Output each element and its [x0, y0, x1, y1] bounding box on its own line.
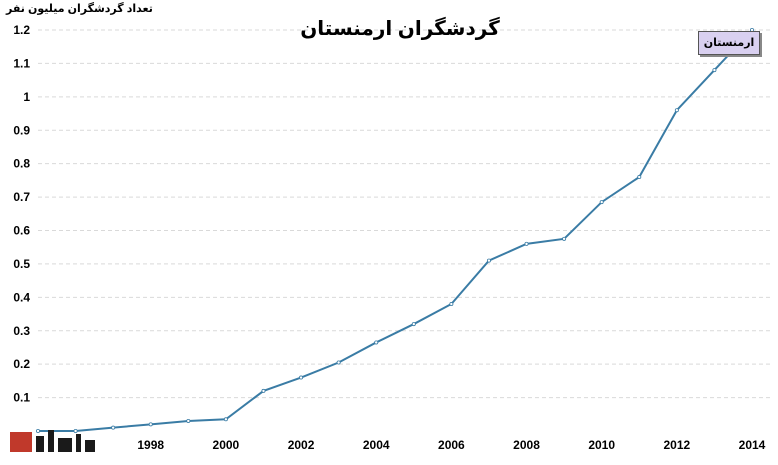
data-point [336, 360, 341, 365]
y-tick-label: 0.4 [13, 290, 30, 304]
gridlines [38, 29, 770, 399]
data-point [599, 200, 604, 205]
x-tick-label: 2000 [213, 438, 240, 452]
series-line [38, 29, 753, 432]
data-point [186, 418, 191, 423]
y-tick-label: 0.9 [13, 123, 30, 137]
data-point [148, 422, 153, 427]
y-axis-label: تعداد گردشگران میلیون نفر [6, 3, 153, 15]
data-point [299, 375, 304, 380]
x-tick-labels: 1998 2000 2002 2004 2006 2008 2010 2012 2014 [137, 438, 765, 452]
data-point [562, 236, 567, 241]
data-point [36, 428, 41, 433]
data-point [674, 108, 679, 113]
y-tick-label: 0.3 [13, 324, 30, 338]
x-tick-label: 2004 [363, 438, 390, 452]
news-logo-icon [10, 430, 95, 452]
x-tick-label: 2014 [739, 438, 766, 452]
data-point [449, 302, 454, 307]
y-tick-label: 1.1 [13, 56, 30, 70]
data-point [524, 241, 529, 246]
y-tick-label: 0.7 [13, 190, 30, 204]
data-point [486, 258, 491, 263]
y-tick-label: 1.2 [13, 23, 30, 37]
data-point [637, 175, 642, 180]
chart-title: گردشگران ارمنستان [300, 18, 500, 40]
x-tick-label: 2010 [588, 438, 615, 452]
y-tick-label: 0.2 [13, 357, 30, 371]
y-tick-labels: 0.1 0.2 0.3 0.4 0.5 0.6 0.7 0.8 0.9 1 1.1 1.2 [13, 23, 30, 405]
y-tick-label: 1 [23, 90, 30, 104]
data-point [712, 68, 717, 73]
x-tick-label: 2006 [438, 438, 465, 452]
data-point [374, 340, 379, 345]
x-tick-label: 1998 [137, 438, 164, 452]
y-tick-label: 0.5 [13, 257, 30, 271]
x-tick-label: 2012 [663, 438, 690, 452]
x-tick-label: 2008 [513, 438, 540, 452]
y-tick-label: 0.1 [13, 391, 30, 405]
x-tick-label: 2002 [288, 438, 315, 452]
data-point [111, 425, 116, 430]
data-point [261, 388, 266, 393]
data-point [223, 417, 228, 422]
series-line-group [36, 27, 755, 433]
data-point [73, 428, 78, 433]
data-point [411, 322, 416, 327]
y-tick-label: 0.8 [13, 157, 30, 171]
legend-entry: ارمنستان [698, 31, 760, 55]
y-tick-label: 0.6 [13, 224, 30, 238]
